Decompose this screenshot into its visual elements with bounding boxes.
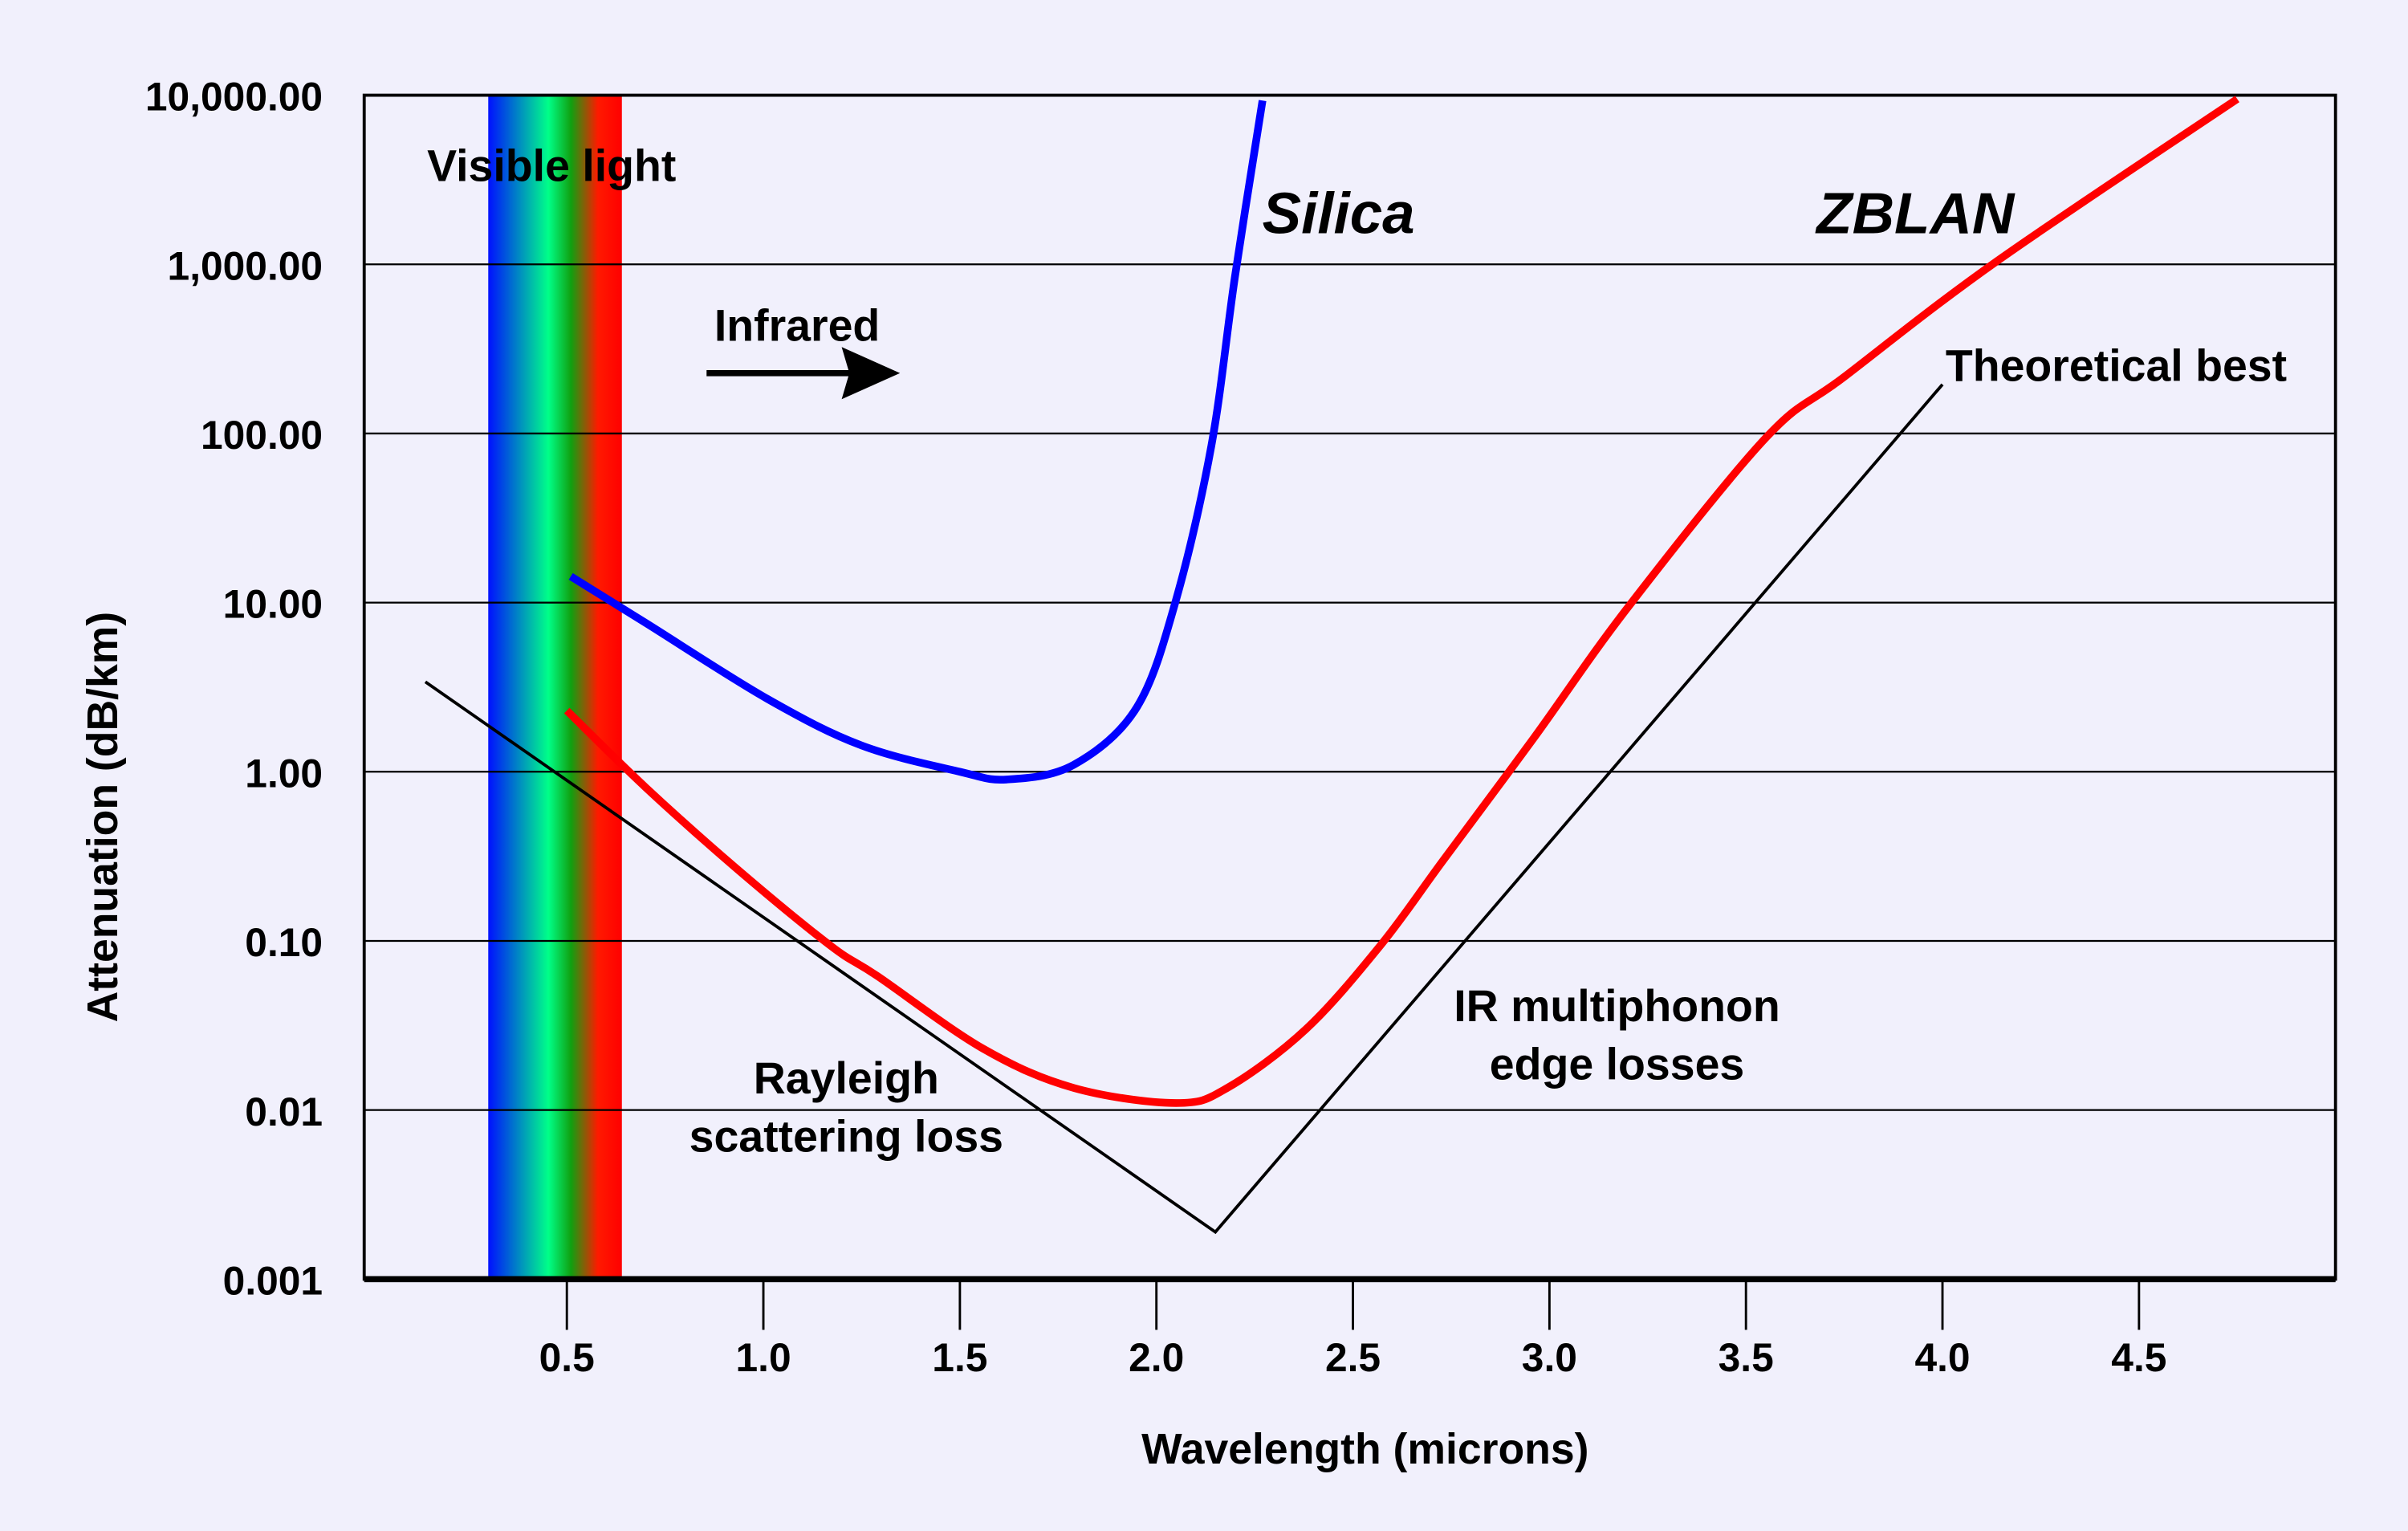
x-tick-label: 4.5 xyxy=(2111,1335,2166,1380)
x-tick-label: 2.5 xyxy=(1325,1335,1381,1380)
x-axis-label: Wavelength (microns) xyxy=(1141,1426,1588,1473)
ir-label-1: IR multiphonon xyxy=(1454,981,1780,1031)
series-line-silica xyxy=(568,100,1267,784)
y-tick-label: 0.01 xyxy=(245,1089,323,1134)
y-tick-label: 100.00 xyxy=(201,413,323,458)
x-tick-label: 1.0 xyxy=(735,1335,791,1380)
series-line-zblan xyxy=(563,96,2239,1107)
x-tick-label: 3.5 xyxy=(1719,1335,1774,1380)
series-line-theoretical-best xyxy=(424,383,1944,1235)
y-tick-label: 1.00 xyxy=(245,751,323,796)
infrared-arrow-icon xyxy=(706,347,901,400)
ir-label-2: edge losses xyxy=(1490,1040,1744,1089)
x-tick-label: 4.0 xyxy=(1914,1335,1970,1380)
rayleigh-label-1: Rayleigh xyxy=(754,1053,939,1103)
silica-label: Silica xyxy=(1263,181,1415,246)
y-tick-label: 10.00 xyxy=(223,582,323,627)
y-tick-label: 0.10 xyxy=(245,920,323,965)
x-tick-label: 1.5 xyxy=(932,1335,987,1380)
theoretical-best-label: Theoretical best xyxy=(1946,340,2287,390)
x-tick-label: 0.5 xyxy=(539,1335,595,1380)
visible-light-band xyxy=(488,95,622,1280)
y-tick-label: 1,000.00 xyxy=(168,243,323,288)
y-axis-label: Attenuation (dB/km) xyxy=(79,612,127,1023)
rayleigh-label-2: scattering loss xyxy=(689,1112,1003,1162)
y-tick-label: 10,000.00 xyxy=(145,75,323,120)
plot-area xyxy=(364,95,2336,1280)
zblan-label: ZBLAN xyxy=(1815,181,2015,246)
infrared-label: Infrared xyxy=(714,301,880,351)
y-tick-label: 0.001 xyxy=(223,1258,323,1303)
x-tick-label: 2.0 xyxy=(1129,1335,1184,1380)
x-tick-label: 3.0 xyxy=(1522,1335,1577,1380)
visible-light-label: Visible light xyxy=(427,141,676,191)
